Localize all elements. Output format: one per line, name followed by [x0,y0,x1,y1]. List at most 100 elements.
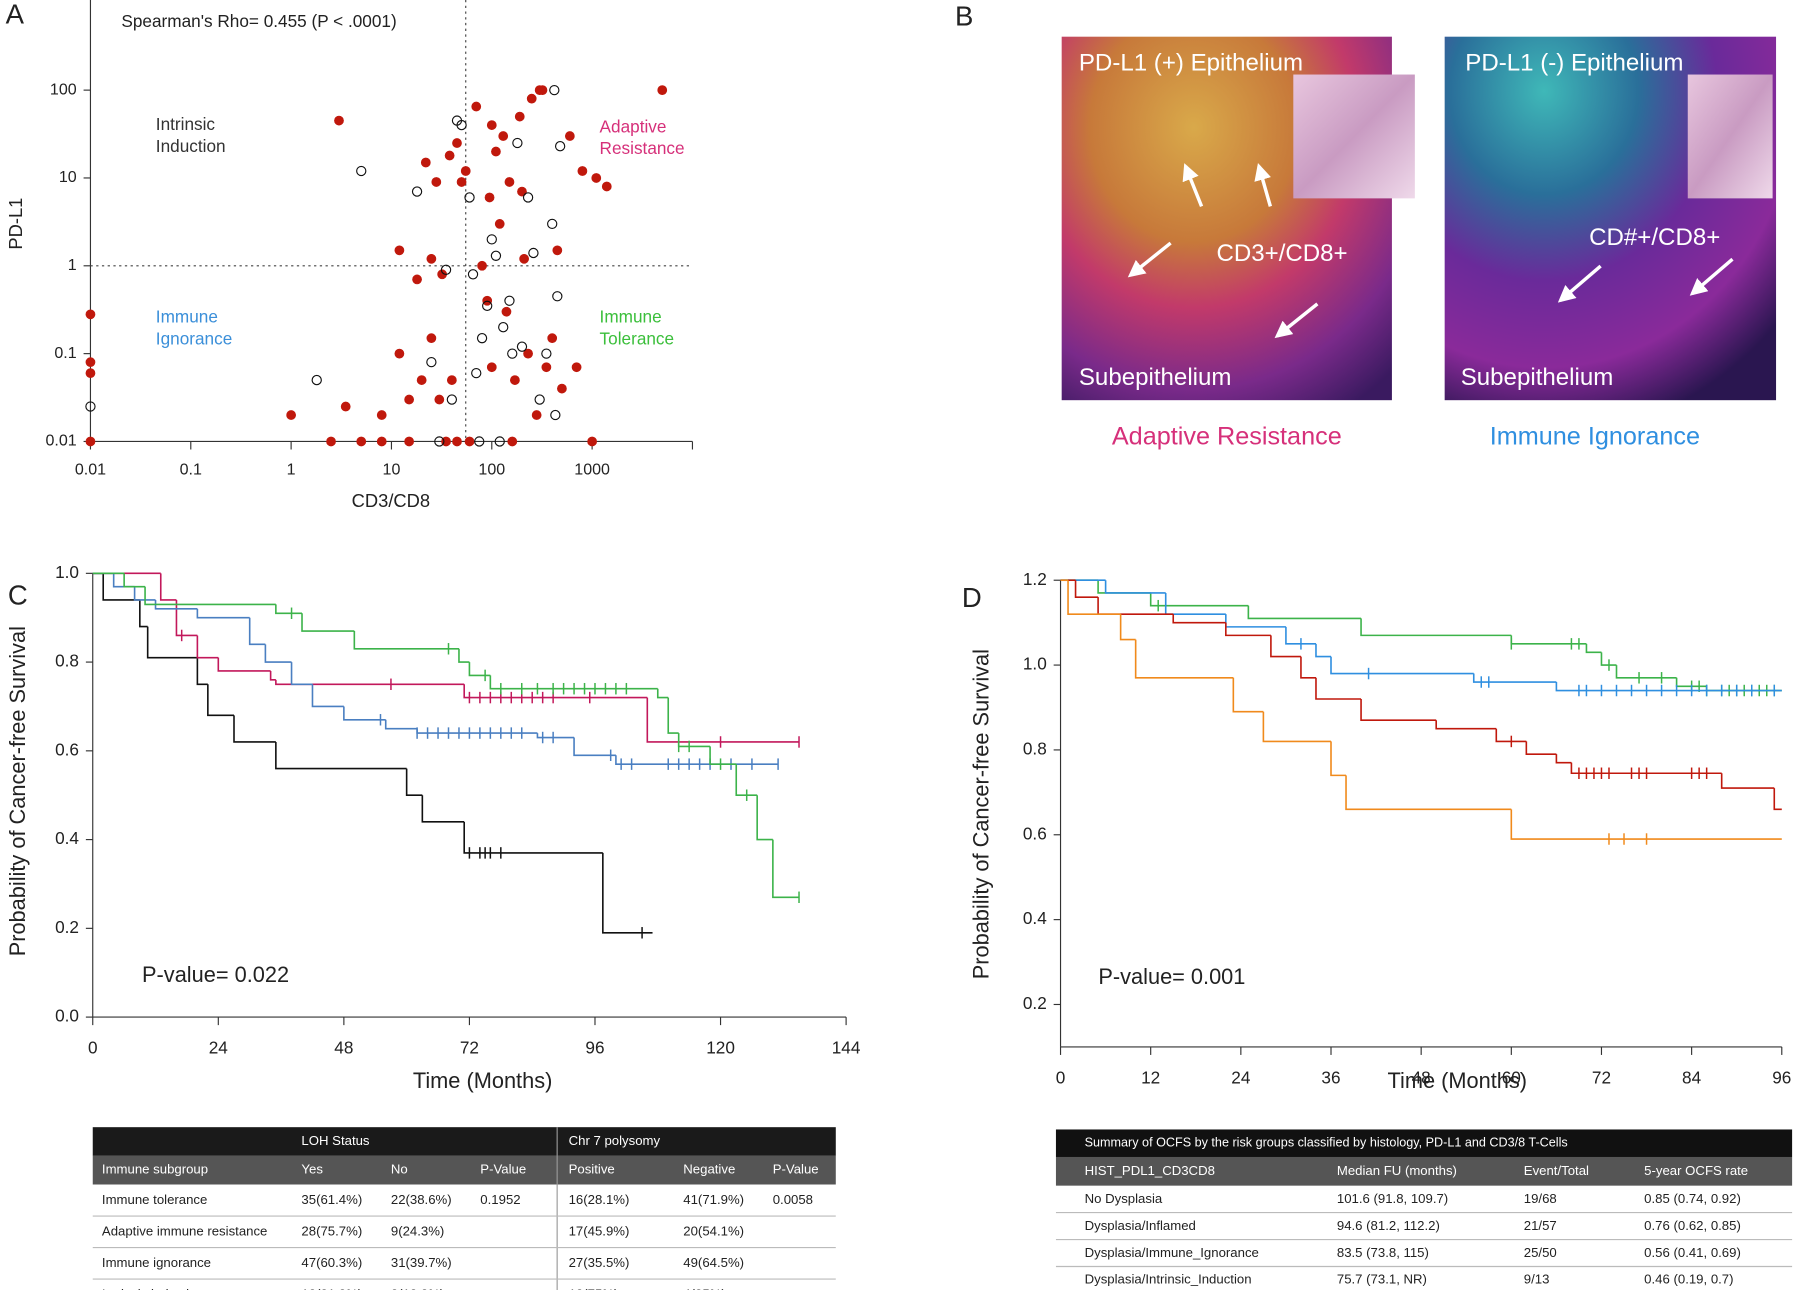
y-tick-label: 1.0 [55,562,79,582]
survival-step [1270,635,1301,658]
scatter-point [334,115,344,126]
scatter-point [486,362,497,373]
x-tick-label: 1 [287,460,296,478]
survival-step [311,684,344,708]
y-tick-label: 0.1 [54,344,76,362]
scatter-point [587,436,597,447]
scatter-point [444,150,455,161]
survival-step [1555,682,1782,692]
y-tick-label: 0.01 [45,432,76,450]
scatter-point [523,348,533,359]
arrow [1557,264,1602,303]
table-cell: Intrinsic induction [102,1287,204,1290]
scatter-point [464,436,475,447]
survival-step [1074,580,1099,598]
survival-step [207,684,235,717]
scatter-point [490,250,502,261]
table-cell: 0.56 (0.41, 0.69) [1644,1245,1741,1260]
y-tick-label: 0.4 [1023,908,1047,928]
scatter-point [512,137,523,149]
panel-b: PD-L1 (+) Epithelium CD3+/CD8+ Subepithe… [1061,36,1777,451]
survival-step [735,764,758,797]
annotation: Intrinsic Induction [156,114,226,156]
survival-step [602,852,653,934]
x-tick-label: 12 [1141,1068,1160,1088]
survival-step [1232,677,1264,713]
survival-step [615,755,779,765]
scatter-point [456,177,467,187]
survival-step [196,635,219,659]
scatter-point [311,374,322,386]
y-tick-label: 1.0 [1023,654,1047,674]
table-cell: Dysplasia/Intrinsic_Induction [1085,1272,1252,1287]
scatter-point [541,348,552,359]
survival-step [1225,622,1271,637]
scatter-point [474,436,485,447]
y-tick-label: 0.8 [55,651,79,671]
panel-label: B [955,1,973,32]
survival-step [1300,656,1316,679]
inset-image [1293,74,1415,199]
y-tick-label: 10 [59,168,77,186]
survival-step [463,821,603,854]
x-tick-label: 100 [478,460,505,478]
table-cell: P-Value [773,1162,819,1177]
survival-step [1315,643,1332,658]
scatter-point [501,306,512,317]
annotation-line: Resistance [600,138,685,158]
table-cell: 5-year OCFS rate [1644,1163,1748,1178]
survival-step [416,728,538,734]
scatter-point [476,333,488,344]
survival-step [102,573,140,601]
table-cell: 16(28.1%) [569,1192,630,1207]
table-cell: Immune subgroup [102,1162,208,1177]
x-tick-label: 24 [209,1038,229,1058]
table: LOH Status Chr 7 polysomy Immune subgroup Y… [92,1127,836,1290]
scatter-point [504,177,515,187]
image-marker: CD3+/CD8+ [1216,240,1347,267]
table-cell: 17(45.9%) [569,1224,630,1239]
scatter-point [531,410,542,420]
x-tick-label: 36 [1321,1068,1340,1088]
survival-step [536,733,575,739]
annotation-line: Tolerance [600,328,675,348]
survival-step [196,657,208,686]
scatter-point [494,219,505,229]
y-tick-label: 1.2 [1023,569,1047,589]
table-cell: Chr 7 polysomy [569,1133,661,1148]
table-header [92,1127,836,1156]
scatter-point [356,165,367,177]
y-tick-label: 0.8 [1023,738,1047,758]
table-cell: 4(25%) [683,1287,725,1290]
survival-step [1247,605,1362,620]
panel-label: A [6,0,25,29]
panel-label: D [962,582,982,613]
scatter-point [426,333,437,344]
scatter-point [426,253,437,264]
table-cell: 0.85 (0.74, 0.92) [1644,1191,1741,1206]
table-cell: 22(38.6%) [391,1192,452,1207]
scatter-point [522,192,534,203]
scatter-point [85,368,96,378]
table-cell: 101.6 (91.8, 109.7) [1337,1191,1448,1206]
table-cell: 25/50 [1524,1245,1557,1260]
scatter-point [434,436,445,447]
table: Summary of OCFS by the risk groups class… [1055,1129,1793,1287]
scatter-point [356,436,367,447]
survival-step [1134,639,1234,679]
scatter-point [498,131,509,141]
scatter-point [394,245,405,256]
scatter-point [412,274,422,285]
scatter-point [514,111,525,122]
survival-step [353,631,459,650]
survival-step [301,613,355,632]
table-cell: 31(39.7%) [391,1255,452,1270]
scatter-point [510,375,520,385]
scatter-point [537,85,548,96]
scatter-point [554,141,566,152]
x-axis-title: Time (Months) [1388,1068,1527,1093]
scatter-point [541,362,552,373]
table-cell: Immune tolerance [102,1192,207,1207]
survival-step [217,657,271,672]
survival-step [1570,762,1722,775]
